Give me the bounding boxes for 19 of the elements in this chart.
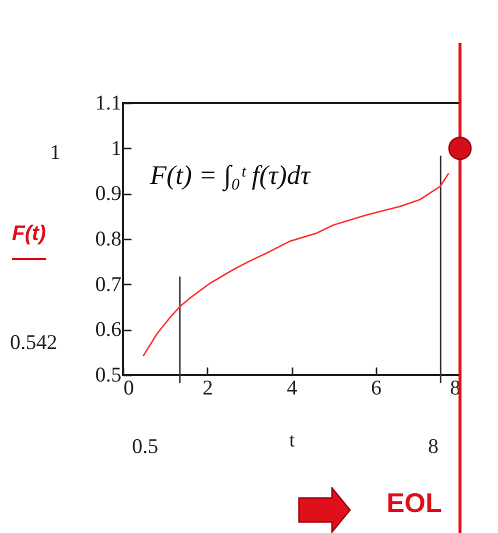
- ref-line-label: EOL: [386, 488, 442, 519]
- y-tick-label: 1: [111, 136, 122, 160]
- y-tick-label: 0.7: [95, 272, 122, 296]
- y-axis-title: F(t): [12, 222, 46, 260]
- y-tick-label: 0.5: [95, 362, 122, 386]
- text: 0.542: [10, 330, 58, 355]
- text: 0.5: [132, 434, 158, 459]
- x-tick-label: 4: [286, 376, 298, 400]
- text: 8: [428, 434, 438, 459]
- x-tick-label: 6: [371, 376, 382, 400]
- y-tick-label: 0.8: [95, 226, 122, 250]
- y-tick-label: 0.9: [95, 181, 122, 206]
- y-tick-label: 0.6: [95, 317, 122, 342]
- x-tick-label: 0: [124, 376, 134, 400]
- x-axis-title: t: [289, 430, 296, 452]
- x-tick-label: 2: [202, 376, 213, 400]
- text: 1: [50, 140, 60, 165]
- annotation: F(t) = ∫₀ᵗ f(τ)dτ: [150, 160, 310, 191]
- y-tick-label: 1.1: [95, 90, 122, 114]
